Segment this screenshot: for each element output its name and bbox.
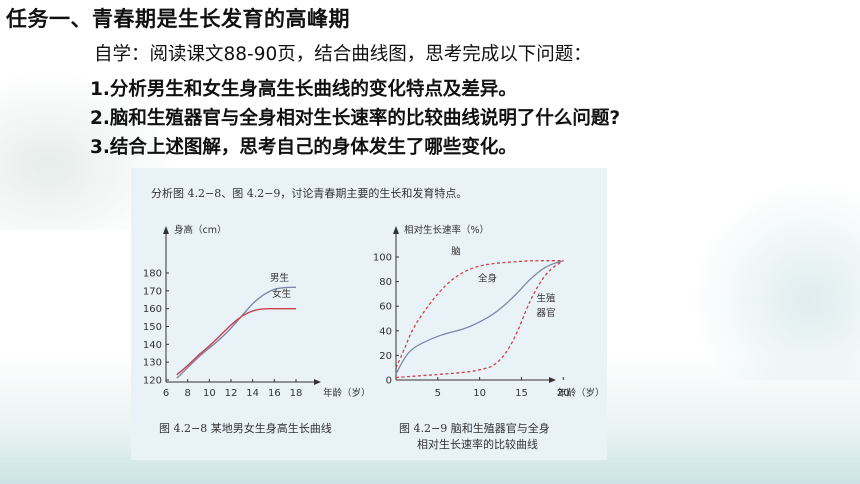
chart2-y-tick-label: 80 [379,277,392,288]
chart2-x-tick-label: 20 [557,388,570,399]
caption-right-line2: 相对生长速率的比较曲线 [417,438,538,451]
chart2-x-tick-label: 5 [435,388,441,399]
chart1-legend-boy: 男生 [270,272,290,284]
chart2-legend-reproductive-2: 器官 [537,307,556,319]
chart2-legend-brain: 脑 [451,246,461,258]
chart2-y-arrow [393,226,399,234]
chart1-y-arrow [163,226,169,234]
caption-right-line1: 图 4.2−9 脑和生殖器官与全身 [399,422,550,435]
chart2-y-tick-label: 40 [379,326,392,337]
chart2-series-brain [395,260,564,368]
slide-title: 任务一、青春期是生长发育的高峰期 [6,7,350,31]
chart2-x-tick-label: 10 [473,388,486,399]
chart2-x-label: 年龄（岁） [557,387,605,399]
chart1-series-girl [176,308,296,376]
chart2-y-tick-label: 0 [386,376,392,387]
chart1-y-tick-label: 130 [143,358,162,369]
chart2-x-tick-label: 15 [515,388,528,399]
chart1-y-tick-label: 160 [143,304,162,315]
question-2: 2.脑和生殖器官与全身相对生长速率的比较曲线说明了什么问题? [90,108,621,129]
chart1-y-tick-label: 120 [143,376,162,387]
chart1-x-label: 年龄（岁） [323,387,371,399]
chart2-y-tick-label: 60 [379,302,392,313]
chart1-x-tick-label: 14 [246,388,259,399]
figure-intro: 分析图 4.2−8、图 4.2−9，讨论青春期主要的生长和发育特点。 [151,187,468,200]
chart1-y-tick-label: 150 [143,322,162,333]
chart1-x-tick-label: 6 [163,388,169,399]
chart2-legend-reproductive: 生殖 [537,292,557,304]
chart1-x-tick-label: 12 [225,388,238,399]
chart1-y-label: 身高（cm） [174,224,226,236]
chart1-y-tick-label: 170 [143,286,162,297]
self-study-instruction: 自学：阅读课文88-90页，结合曲线图，思考完成以下问题： [94,44,592,65]
question-1: 1.分析男生和女生身高生长曲线的变化特点及差异。 [90,79,517,100]
caption-left: 图 4.2−8 某地男女生身高生长曲线 [159,422,332,435]
chart1-x-arrow [314,379,321,385]
chart2-y-tick-label: 20 [379,351,392,362]
chart2-x-arrow [549,377,556,383]
chart2-legend-body: 全身 [478,273,497,285]
chart1-series-boy [176,286,296,379]
chart1-x-tick-label: 8 [184,388,190,399]
chart2-y-label: 相对生长速率（%） [404,224,489,236]
background-mountain-right [690,180,860,380]
chart2-y-tick-label: 100 [373,253,392,264]
chart2-series-reproductive [395,260,564,379]
chart1-y-tick-label: 140 [143,340,162,351]
chart1-x-tick-label: 10 [203,388,216,399]
chart1-legend-girl: 女生 [272,288,292,300]
chart1-y-tick-label: 180 [143,269,162,280]
question-3: 3.结合上述图解，思考自己的身体发生了哪些变化。 [90,137,517,158]
chart2-series-body [395,260,564,375]
textbook-figure: 分析图 4.2−8、图 4.2−9，讨论青春期主要的生长和发育特点。 身高（cm… [131,168,607,460]
chart1-x-tick-label: 16 [268,388,281,399]
chart1-x-tick-label: 18 [290,388,303,399]
